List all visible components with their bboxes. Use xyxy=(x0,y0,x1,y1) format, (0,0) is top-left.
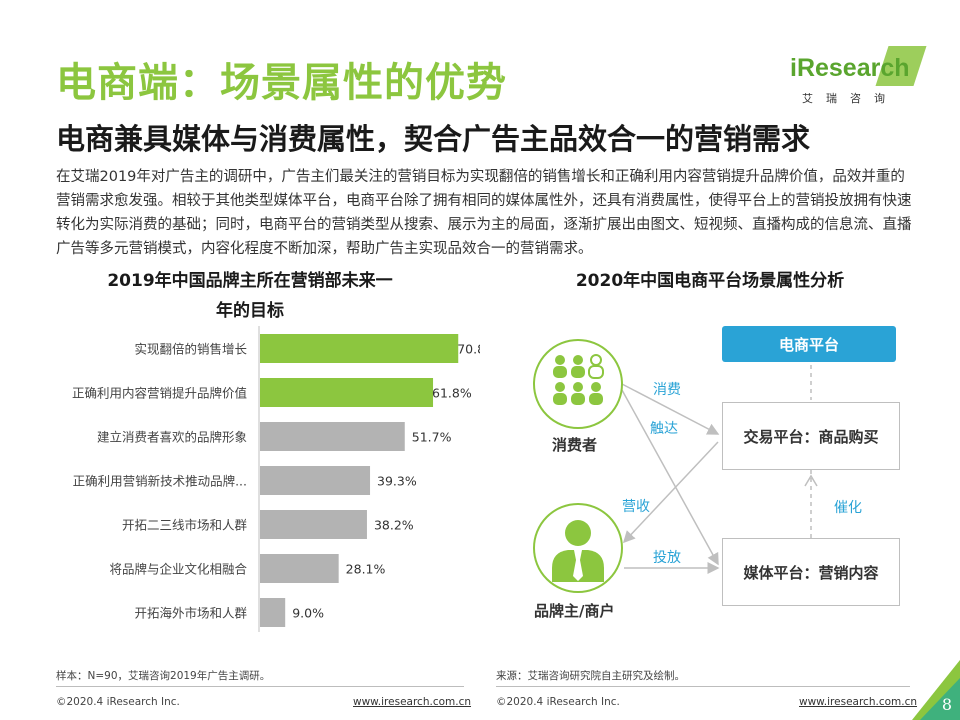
catalyze-arrow-head xyxy=(804,474,818,487)
trade-platform-box: 交易平台：商品购买 xyxy=(722,402,900,470)
value-label: 51.7% xyxy=(412,430,452,445)
footer-divider-right xyxy=(496,686,910,687)
logo-text: iResearch xyxy=(790,54,910,82)
category-label: 开拓海外市场和人群 xyxy=(134,606,247,621)
bar xyxy=(260,422,405,451)
page-title: 电商端：场景属性的优势 xyxy=(56,60,507,106)
value-label: 61.8% xyxy=(432,386,472,401)
right-diagram-title: 2020年中国电商平台场景属性分析 xyxy=(575,271,845,291)
ecommerce-platform-box: 电商平台 xyxy=(722,326,896,362)
logo-subtext: 艾瑞咨询 xyxy=(802,92,898,105)
category-label: 建立消费者喜欢的品牌形象 xyxy=(97,430,247,445)
category-label: 实现翻倍的销售增长 xyxy=(134,342,247,357)
catalyze-label: 催化 xyxy=(834,500,862,516)
scene-diagram xyxy=(533,339,818,593)
bar xyxy=(260,554,339,583)
arrow-consume xyxy=(621,383,720,435)
iresearch-logo: iResearch 艾瑞咨询 xyxy=(790,46,927,108)
website-link-right[interactable]: www.iresearch.com.cn xyxy=(799,696,918,708)
consumer-label: 消费者 xyxy=(552,436,598,454)
sample-note: 样本：N=90，艾瑞咨询2019年广告主调研。 xyxy=(56,670,271,682)
brand-owner-icon xyxy=(533,503,623,593)
page-subtitle: 电商兼具媒体与消费属性，契合广告主品效合一的营销需求 xyxy=(56,122,811,156)
arrow-reach xyxy=(621,389,719,566)
media-platform-box: 媒体平台：营销内容 xyxy=(722,538,900,606)
value-label: 9.0% xyxy=(292,606,324,621)
page-number: 8 xyxy=(941,695,952,714)
website-link-left[interactable]: www.iresearch.com.cn xyxy=(353,696,472,708)
consume-label: 消费 xyxy=(653,382,681,398)
revenue-label: 营收 xyxy=(622,499,650,515)
left-chart-title-line2: 年的目标 xyxy=(216,301,284,321)
bar xyxy=(260,378,434,407)
page-corner-decoration xyxy=(912,660,960,720)
value-label: 70.8% xyxy=(457,342,480,357)
bar xyxy=(260,334,459,363)
arrow-revenue xyxy=(622,441,719,544)
consumer-icon xyxy=(533,339,623,429)
category-label: 正确利用营销新技术推动品牌... xyxy=(73,474,247,489)
copyright-left: ©2020.4 iResearch Inc. xyxy=(56,696,180,708)
reach-label: 触达 xyxy=(650,421,678,437)
category-label: 将品牌与企业文化相融合 xyxy=(109,562,247,577)
category-label: 正确利用内容营销提升品牌价值 xyxy=(72,386,247,401)
left-chart-title-line1: 2019年中国品牌主所在营销部未来一 xyxy=(107,271,393,291)
value-label: 28.1% xyxy=(346,562,386,577)
category-label: 开拓二三线市场和人群 xyxy=(122,518,248,533)
bar-chart: 实现翻倍的销售增长 70.8% 正确利用内容营销提升品牌价值 61.8% 建立消费者喜欢… xyxy=(72,326,480,632)
bar xyxy=(260,510,367,539)
invest-label: 投放 xyxy=(653,550,681,566)
brand-owner-label: 品牌主/商户 xyxy=(534,602,615,620)
bar xyxy=(260,466,371,495)
bar xyxy=(260,598,286,627)
value-label: 38.2% xyxy=(374,518,414,533)
description-paragraph: 在艾瑞2019年对广告主的调研中，广告主们最关注的营销目标为实现翻倍的销售增长和… xyxy=(56,169,912,257)
value-label: 39.3% xyxy=(377,474,417,489)
copyright-right: ©2020.4 iResearch Inc. xyxy=(496,696,620,708)
source-note: 来源：艾瑞咨询研究院自主研究及绘制。 xyxy=(496,670,685,682)
footer-divider-left xyxy=(56,686,464,687)
left-chart-title: 2019年中国品牌主所在营销部未来一 年的目标 xyxy=(60,266,440,326)
